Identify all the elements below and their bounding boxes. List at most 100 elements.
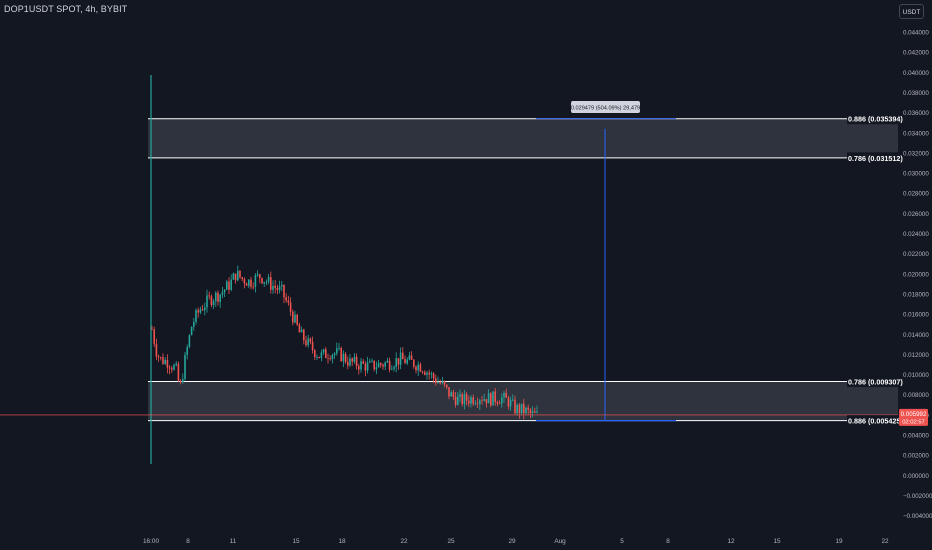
candle-body — [201, 309, 204, 311]
candle-body — [507, 397, 510, 407]
candle-body — [509, 400, 512, 407]
candle-body — [177, 363, 180, 381]
candle-body — [503, 392, 505, 398]
candle-body — [272, 285, 274, 290]
candle-body — [417, 364, 419, 371]
time-tick-label: 25 — [447, 538, 455, 545]
candle-body — [450, 392, 452, 397]
price-tick-label: 0.032000 — [903, 150, 929, 157]
candle-body — [175, 363, 177, 366]
candle-body — [228, 281, 230, 290]
candle-body — [525, 407, 527, 414]
fib-zone-lower[interactable] — [148, 381, 898, 421]
candle-body — [241, 277, 243, 280]
candle-body — [285, 297, 287, 301]
candle-body — [197, 310, 199, 313]
candle-body — [270, 277, 272, 290]
fib-label-upper-top: 0.886 (0.035394) — [848, 115, 903, 124]
candle-body — [492, 391, 494, 406]
candle-body — [221, 292, 224, 295]
fib-zone-upper[interactable] — [148, 118, 898, 158]
candle-body — [382, 364, 384, 367]
candle-body — [397, 358, 400, 365]
candle-body — [399, 352, 402, 365]
time-tick-label: 12 — [727, 538, 735, 545]
candle-body — [428, 372, 430, 375]
candle-body — [157, 356, 160, 358]
candle-body — [496, 402, 499, 404]
candle-body — [276, 287, 279, 291]
candle-body — [199, 309, 202, 313]
measure-tooltip: 0.029479 (504.09%) 29,479 — [571, 106, 640, 112]
candle-body — [212, 301, 215, 305]
candle-body — [415, 366, 417, 371]
price-tick-label: 0.040000 — [903, 70, 929, 77]
candle-body — [419, 364, 422, 372]
candle-body — [171, 368, 173, 370]
candle-body — [307, 338, 309, 346]
candle-body — [164, 359, 166, 364]
candle-body — [274, 285, 276, 288]
candle-body — [481, 400, 483, 402]
candle-body — [476, 403, 479, 405]
candle-body — [331, 355, 334, 360]
time-axis: 16:00 8 11 15 18 22 25 29 Aug 5 8 12 15 19 22 — [143, 538, 889, 545]
candle-body — [347, 362, 349, 366]
price-tick-label: −0.004000 — [903, 513, 932, 520]
time-tick-label: Aug — [554, 538, 566, 545]
candle-body — [296, 314, 298, 325]
candle-body — [384, 362, 386, 367]
candle-body — [179, 380, 182, 383]
candle-body — [388, 360, 391, 370]
candle-body — [342, 353, 345, 362]
price-tick-label: 0.042000 — [903, 50, 929, 57]
candle-body — [529, 409, 532, 414]
candle-body — [160, 357, 162, 358]
candle-body — [243, 279, 246, 284]
price-tick-label: −0.002000 — [903, 493, 932, 500]
candle-body — [483, 399, 485, 401]
fib-label-bg — [847, 152, 916, 164]
price-tick-label: 0.000000 — [903, 473, 929, 480]
candle-body — [204, 307, 206, 311]
candle-body — [534, 411, 536, 413]
candle-body — [459, 394, 461, 397]
candle-body — [318, 356, 320, 358]
candle-body — [454, 396, 457, 405]
candle-body — [311, 342, 314, 351]
candle-body — [153, 329, 155, 344]
candle-body — [485, 399, 488, 404]
zone-labels: 0.886 (0.035394) 0.786 (0.031512) 0.786 (0… — [847, 113, 916, 427]
candle-body — [320, 352, 323, 358]
price-tick-label: 0.026000 — [903, 211, 929, 218]
candle-body — [234, 273, 237, 281]
candle-body — [514, 399, 516, 414]
price-tick-label: 0.022000 — [903, 251, 929, 258]
time-tick-label: 8 — [186, 538, 190, 545]
price-tick-label: 0.030000 — [903, 171, 929, 178]
candlesticks — [151, 265, 538, 420]
candle-body — [527, 407, 529, 410]
candle-body — [410, 355, 413, 360]
candle-body — [239, 270, 241, 278]
price-tick-label: 0.018000 — [903, 291, 929, 298]
currency-button[interactable]: USDT — [899, 4, 924, 19]
candle-body — [329, 358, 331, 360]
candle-body — [292, 311, 294, 323]
candle-body — [391, 368, 393, 370]
candle-body — [531, 411, 534, 414]
candle-body — [254, 275, 257, 287]
candle-body — [364, 363, 367, 371]
price-tick-label: 0.002000 — [903, 453, 929, 460]
candle-body — [195, 310, 197, 323]
candle-body — [380, 363, 382, 365]
candle-body — [256, 274, 259, 276]
candle-body — [424, 372, 426, 375]
candle-body — [230, 279, 232, 290]
price-tick-label: 0.028000 — [903, 191, 929, 198]
candle-body — [333, 353, 336, 356]
price-tick-label: 0.016000 — [903, 312, 929, 319]
candle-body — [294, 314, 296, 323]
